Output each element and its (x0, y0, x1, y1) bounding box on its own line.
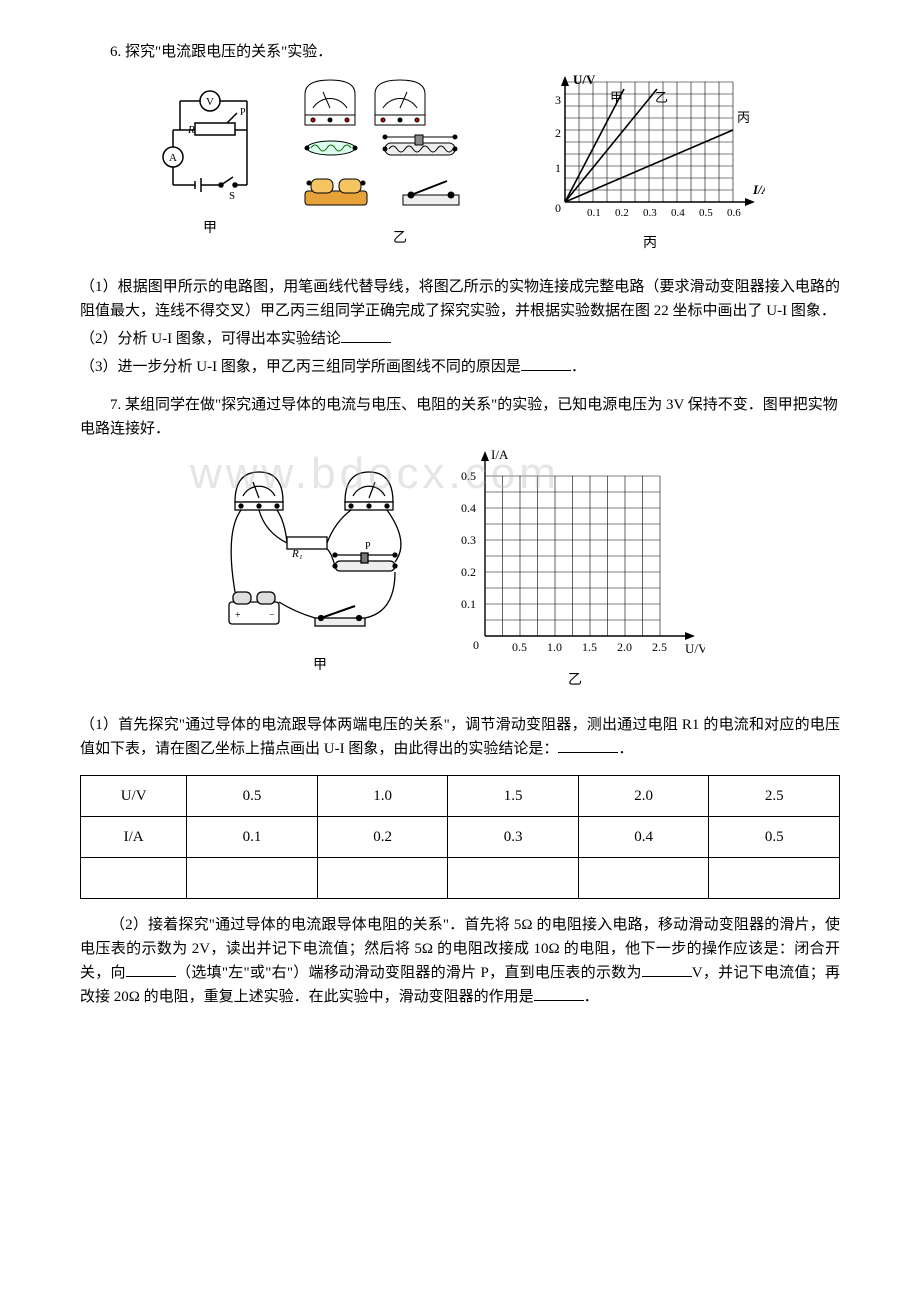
cell: 0.1 (187, 816, 318, 857)
q6-caption-2: 乙 (393, 228, 407, 250)
ylabel: U/V (573, 72, 596, 87)
q6-p2-text: （2）分析 U-I 图象，可得出本实验结论 (80, 331, 341, 347)
q7-p1: （1）首先探究"通过导体的电流跟导体两端电压的关系"，调节滑动变阻器，测出通过电… (80, 713, 840, 761)
svg-text:0.3: 0.3 (461, 533, 476, 547)
cell: 2.0 (578, 775, 709, 816)
svg-text:0: 0 (555, 201, 561, 215)
blank (642, 961, 692, 977)
q7-caption-2: 乙 (568, 670, 582, 692)
q7-caption-1: 甲 (313, 655, 327, 677)
svg-text:甲: 甲 (610, 90, 623, 105)
svg-text:3: 3 (555, 93, 561, 107)
blank (126, 961, 176, 977)
table-row: I/A 0.1 0.2 0.3 0.4 0.5 (81, 816, 840, 857)
q7-figures: www.bdocx.com (80, 447, 840, 692)
svg-text:0.2: 0.2 (461, 565, 476, 579)
q6-fig-chart: U/V I/A (535, 70, 765, 255)
svg-text:2: 2 (555, 126, 561, 140)
q7-p2d: ． (584, 989, 599, 1005)
svg-text:1.0: 1.0 (547, 640, 562, 654)
cell (81, 857, 187, 898)
q6-p3-text: （3）进一步分析 U-I 图象，甲乙丙三组同学所画图线不同的原因是 (80, 359, 521, 375)
svg-text:V: V (206, 96, 214, 108)
table-row: U/V 0.5 1.0 1.5 2.0 2.5 (81, 775, 840, 816)
svg-text:0.5: 0.5 (699, 207, 713, 219)
ia-chart: I/A U/V (445, 447, 705, 667)
svg-text:P: P (365, 541, 371, 552)
cell: 1.5 (448, 775, 579, 816)
components-icon (285, 75, 515, 225)
q6-fig-circuit: V R P A S 甲 (155, 85, 265, 240)
cell: U/V (81, 775, 187, 816)
blank (558, 737, 618, 753)
svg-text:0.2: 0.2 (615, 207, 629, 219)
table-row (81, 857, 840, 898)
cell: 0.4 (578, 816, 709, 857)
cell: I/A (81, 816, 187, 857)
svg-text:+: + (235, 610, 241, 621)
q7-fig-chart: I/A U/V (445, 447, 705, 692)
q7-p1-text: （1）首先探究"通过导体的电流跟导体两端电压的关系"，调节滑动变阻器，测出通过电… (80, 717, 840, 757)
ui-chart: U/V I/A (535, 70, 765, 230)
svg-text:0.5: 0.5 (512, 640, 527, 654)
cell (187, 857, 318, 898)
svg-text:S: S (229, 190, 235, 202)
q6-heading: 6. 探究"电流跟电压的关系"实验． (80, 40, 840, 64)
cell: 0.5 (709, 816, 840, 857)
q7-table: U/V 0.5 1.0 1.5 2.0 2.5 I/A 0.1 0.2 0.3 … (80, 775, 840, 899)
q6-p3-post: ． (571, 359, 586, 375)
q6-caption-3: 丙 (643, 233, 657, 255)
svg-text:0.6: 0.6 (727, 207, 741, 219)
cell: 0.3 (448, 816, 579, 857)
cell: 1.0 (317, 775, 448, 816)
svg-text:0.4: 0.4 (671, 207, 685, 219)
xlabel: U/V (685, 641, 705, 656)
svg-text:−: − (269, 610, 275, 621)
cell (578, 857, 709, 898)
q7-p1-post: ． (618, 741, 633, 757)
q6-p3: （3）进一步分析 U-I 图象，甲乙丙三组同学所画图线不同的原因是 ． (80, 355, 840, 379)
xlabel: I/A (752, 182, 765, 197)
q7-heading: 7. 某组同学在做"探究通过导体的电流与电压、电阻的关系"的实验，已知电源电压为… (80, 393, 840, 441)
svg-text:丙: 丙 (737, 110, 750, 125)
svg-text:1: 1 (555, 161, 561, 175)
svg-text:A: A (169, 152, 177, 164)
q7-fig-circuit: R₁ P + − (215, 462, 425, 677)
cell (709, 857, 840, 898)
blank (534, 985, 584, 1001)
svg-text:0.4: 0.4 (461, 501, 476, 515)
cell (448, 857, 579, 898)
svg-text:R₁: R₁ (291, 548, 303, 560)
svg-text:1.5: 1.5 (582, 640, 597, 654)
blank (341, 327, 391, 343)
cell (317, 857, 448, 898)
svg-text:P: P (240, 107, 246, 118)
q6-p1: （1）根据图甲所示的电路图，用笔画线代替导线，将图乙所示的实物连接成完整电路（要… (80, 275, 840, 323)
q7-p2b: （选填"左"或"右"）端移动滑动变阻器的滑片 P，直到电压表的示数为 (176, 965, 642, 981)
cell: 0.2 (317, 816, 448, 857)
q6-fig-components: 乙 (285, 75, 515, 250)
q6-figures: V R P A S 甲 (80, 70, 840, 255)
physical-circuit-icon: R₁ P + − (215, 462, 425, 652)
svg-text:2.0: 2.0 (617, 640, 632, 654)
cell: 0.5 (187, 775, 318, 816)
blank (521, 355, 571, 371)
svg-text:0.3: 0.3 (643, 207, 657, 219)
svg-text:0.1: 0.1 (587, 207, 601, 219)
q6-caption-1: 甲 (203, 218, 217, 240)
cell: 2.5 (709, 775, 840, 816)
svg-text:0: 0 (473, 638, 479, 652)
q7-p2: （2）接着探究"通过导体的电流跟导体电阻的关系"．首先将 5Ω 的电阻接入电路，… (80, 913, 840, 1009)
svg-text:0.5: 0.5 (461, 469, 476, 483)
circuit-diagram-icon: V R P A S (155, 85, 265, 215)
svg-text:2.5: 2.5 (652, 640, 667, 654)
ylabel: I/A (491, 447, 509, 462)
svg-text:乙: 乙 (655, 90, 668, 105)
svg-text:0.1: 0.1 (461, 597, 476, 611)
q6-p2: （2）分析 U-I 图象，可得出本实验结论 (80, 327, 840, 351)
